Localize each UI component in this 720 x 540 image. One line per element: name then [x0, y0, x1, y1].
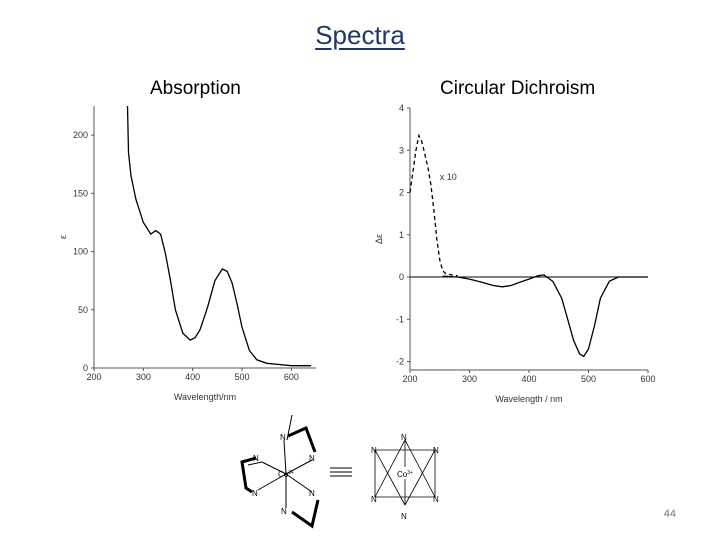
cd-x-tick-label: 500 [581, 374, 596, 384]
abs-y-tick-label: 0 [83, 363, 88, 373]
cd-x-tick-label: 200 [402, 374, 417, 384]
page-number: 44 [663, 508, 676, 520]
struct-right-n-2: N [371, 446, 377, 455]
perspective-structure [240, 414, 320, 529]
struct-left-n-5: N [309, 489, 315, 498]
abs-y-axis-label: ε [58, 235, 68, 239]
equivalence-sign [330, 467, 352, 477]
cd-y-tick-label: 3 [399, 145, 404, 155]
struct-right-n-6: N [401, 512, 407, 521]
struct-left-co: Co3+ [278, 470, 294, 479]
struct-right-co: Co3+ [397, 470, 413, 479]
cd-x-axis-label: Wavelength / nm [495, 394, 562, 404]
struct-right-n-3: N [433, 446, 439, 455]
cd-x-tick-label: 600 [640, 374, 655, 384]
cd-y-tick-label: 2 [399, 188, 404, 198]
abs-x-tick-label: 300 [136, 372, 151, 382]
abs-series-line-1 [126, 105, 312, 367]
abs-y-tick-label: 50 [78, 305, 88, 315]
struct-left-n-1: N [280, 433, 286, 442]
struct-right-n-1: N [401, 433, 407, 442]
cd-series-line-1 [409, 133, 458, 277]
struct-left-n-3: N [309, 454, 315, 463]
absorption-panel-title: Absorption [150, 78, 241, 99]
abs-y-tick-label: 100 [73, 247, 88, 257]
abs-x-tick-label: 600 [284, 372, 299, 382]
cd-series-line-2 [442, 274, 648, 358]
cd-y-axis-label: Δε [374, 234, 384, 244]
struct-left-n-4: N [252, 489, 258, 498]
cd-panel-title: Circular Dichroism [440, 78, 596, 99]
abs-y-tick-label: 200 [73, 130, 88, 140]
cd-x-tick-label: 300 [462, 374, 477, 384]
struct-left-n-6: N [281, 507, 287, 516]
cd-annotation: x 10 [440, 172, 457, 182]
cd-y-tick-label: -1 [396, 314, 404, 324]
abs-y-tick-label: 150 [73, 188, 88, 198]
abs-x-axis-label: Wavelength/nm [174, 392, 236, 402]
struct-right-n-5: N [433, 495, 439, 504]
cd-y-tick-label: 4 [399, 103, 404, 113]
cd-x-tick-label: 400 [521, 374, 536, 384]
struct-right-n-4: N [371, 495, 377, 504]
cd-y-tick-label: 1 [399, 230, 404, 240]
abs-x-tick-label: 200 [86, 372, 101, 382]
struct-left-n-2: N [253, 454, 259, 463]
cd-y-tick-label: 0 [399, 272, 404, 282]
abs-x-tick-label: 400 [185, 372, 200, 382]
abs-x-tick-label: 500 [234, 372, 249, 382]
cd-y-tick-label: -2 [396, 357, 404, 367]
slide-title: Spectra [315, 20, 405, 50]
